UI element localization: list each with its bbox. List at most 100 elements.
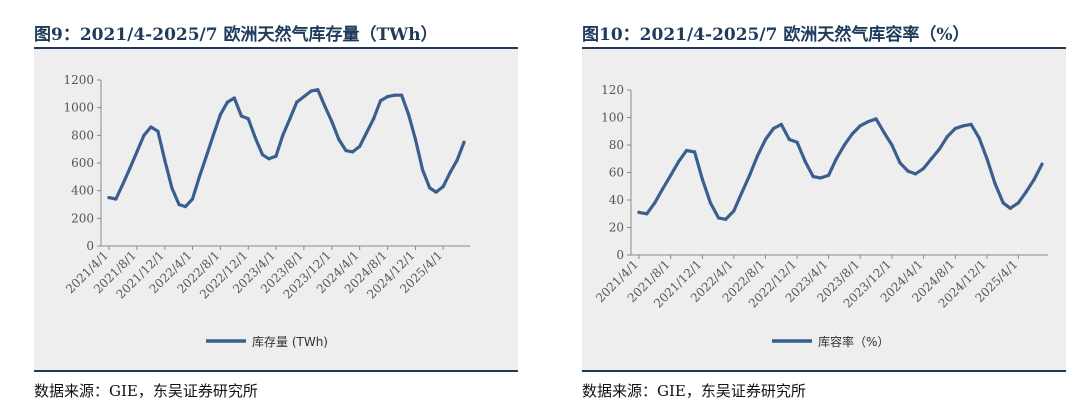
y-tick-label: 200 [71,211,94,225]
chart-panel-capacity-rate: 图10：2021/4-2025/7 欧洲天然气库容率（%） 0 20 40 60 80 1… [548,0,1076,418]
data-point [135,150,139,154]
y-tick-label: 60 [609,166,624,180]
data-point [969,122,973,126]
data-point [929,157,933,161]
chart-background [582,49,1066,370]
y-tick-label: 80 [609,138,624,152]
data-point [246,117,250,121]
data-point [922,166,926,170]
data-point [748,173,752,177]
source-divider [34,370,518,372]
data-point [827,173,831,177]
data-point [724,217,728,221]
data-point [945,135,949,139]
data-point [834,157,838,161]
y-tick-label: 1200 [63,73,94,87]
data-point [850,132,854,136]
data-point [462,140,466,144]
data-point [771,126,776,131]
data-point [170,186,174,190]
data-point [993,181,997,186]
data-point [316,88,320,92]
source-note: 数据来源：GIE，东吴证券研究所 [582,382,806,400]
data-point [653,201,657,205]
data-point [677,159,681,164]
data-point [274,154,278,158]
data-point [156,129,160,133]
y-tick-label: 0 [616,248,624,262]
data-point [295,100,299,104]
legend-label: 库容率（%） [818,334,889,349]
chart-title: 图9：2021/4-2025/7 欧洲天然气库存量（TWh） [34,25,438,45]
data-point [107,196,111,200]
y-tick-label: 1000 [63,101,94,115]
data-point [874,117,878,121]
data-point [448,171,452,175]
data-point [763,137,768,142]
data-point [372,117,376,121]
data-point [700,177,704,181]
data-point [1001,201,1005,205]
data-point [1032,177,1036,181]
data-point [882,131,886,135]
data-point [818,176,823,180]
data-point [330,119,334,124]
data-point [434,190,438,194]
chart-background [34,49,518,370]
data-point [211,133,215,137]
data-point [898,161,902,165]
data-point [716,216,721,220]
y-tick-label: 400 [71,184,94,198]
data-point [267,157,271,161]
data-point [661,187,665,191]
y-tick-label: 800 [71,128,94,142]
data-point [1008,206,1012,210]
data-point [386,95,390,99]
legend-label: 库存量 (TWh) [252,334,328,349]
data-point [811,175,815,179]
data-point [400,93,404,97]
title-divider [34,47,518,49]
y-tick-label: 40 [609,193,624,207]
data-point [858,124,862,128]
y-tick-label: 0 [86,239,94,253]
source-divider [582,370,1066,372]
data-point [669,173,673,177]
data-point [204,154,208,158]
data-point [218,113,222,117]
series-line [637,117,1044,221]
data-point [190,197,195,201]
data-point [393,93,397,97]
data-point [309,89,313,93]
data-point [232,96,236,100]
y-tick-label: 100 [601,111,624,125]
y-tick-label: 600 [71,156,94,170]
data-point [413,137,418,142]
data-point [239,114,243,118]
data-point [795,140,799,144]
data-point [121,182,125,186]
data-point [455,158,459,162]
data-point [128,166,132,171]
data-point [149,125,153,129]
data-point [755,154,759,158]
data-point [803,159,807,164]
data-point [684,148,689,153]
data-point [260,153,265,157]
data-point [114,197,118,201]
data-point [779,122,783,126]
data-point [337,137,341,142]
data-point [177,202,181,207]
data-point [708,201,712,205]
data-point [645,212,649,216]
line-chart-storage: 0200400600800100012002021/4/12021/8/1202… [63,73,470,349]
data-point [637,210,641,214]
data-point [281,133,285,137]
data-point [842,143,846,147]
data-point [225,100,230,104]
data-point [351,150,355,154]
line-chart-capacity-rate: 0204060801001202021/4/12021/8/12021/12/1… [593,83,1048,349]
data-point [906,169,910,173]
data-point [937,147,941,151]
data-point [163,158,167,162]
